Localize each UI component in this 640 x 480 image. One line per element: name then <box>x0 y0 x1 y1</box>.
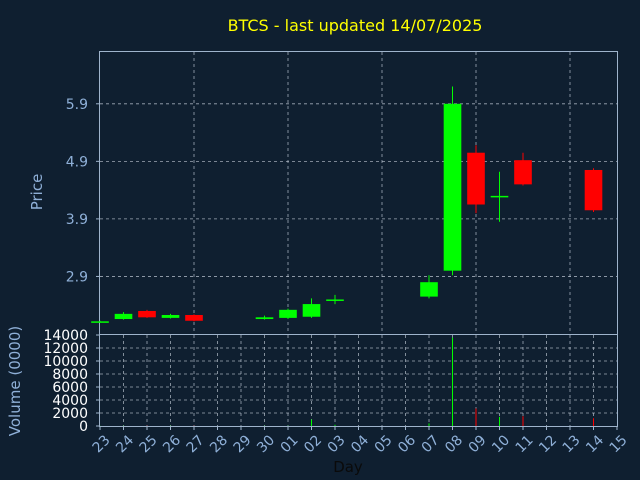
candle-body <box>138 310 156 318</box>
volume-tick-label: 6000 <box>52 380 88 396</box>
volume-tick-label: 0 <box>79 419 88 435</box>
candle-body <box>185 315 203 321</box>
candle-body <box>490 195 509 198</box>
x-tick-label: 12 <box>536 432 560 456</box>
x-tick-label: 03 <box>325 432 349 456</box>
volume-tick-label: 12000 <box>43 341 88 357</box>
x-tick-label: 10 <box>489 432 513 456</box>
x-tick-label: 25 <box>137 432 161 456</box>
x-tick-label: 07 <box>419 432 443 456</box>
x-tick-label: 11 <box>513 432 537 456</box>
x-tick-label: 09 <box>466 432 490 456</box>
volume-tick-label: 14000 <box>43 328 88 344</box>
x-tick-label: 05 <box>372 432 396 456</box>
candle-body <box>467 152 485 205</box>
x-tick-label: 24 <box>113 432 137 456</box>
x-tick-label: 08 <box>442 432 466 456</box>
x-tick-label: 23 <box>90 432 114 456</box>
candle-body <box>326 299 344 301</box>
price-panel-frame <box>99 51 618 335</box>
candle-body <box>114 313 133 320</box>
candle-body <box>255 317 274 320</box>
volume-grid <box>100 335 617 426</box>
candle-body <box>584 169 603 211</box>
price-tick-labels: 5.9 4.9 3.9 2.9 <box>66 97 100 285</box>
x-tick-label: 15 <box>607 432 631 456</box>
x-tick-labels: 23 24 25 26 27 28 29 30 01 02 03 04 05 06 07 08 09 10 11 12… <box>90 426 631 456</box>
candle-body <box>443 103 462 271</box>
x-tick-label: 30 <box>254 432 278 456</box>
volume-tick-label: 8000 <box>52 367 88 383</box>
price-tick-label: 3.9 <box>66 212 88 228</box>
candle-body <box>279 309 297 318</box>
candles <box>91 86 603 323</box>
price-tick-label: 2.9 <box>66 269 88 285</box>
x-tick-label: 02 <box>301 432 325 456</box>
price-tick-label: 4.9 <box>66 154 88 170</box>
price-grid <box>100 52 617 334</box>
candle-body <box>514 160 532 185</box>
x-tick-label: 04 <box>348 432 372 456</box>
volume-tick-label: 4000 <box>52 393 88 409</box>
volume-axis-label: Volume (0000) <box>6 326 24 436</box>
x-tick-label: 01 <box>278 432 302 456</box>
x-tick-label: 06 <box>395 432 419 456</box>
candle-body <box>302 304 321 317</box>
volume-tick-label: 10000 <box>43 354 88 370</box>
chart-title: BTCS - last updated 14/07/2025 <box>228 16 483 35</box>
volume-tick-label: 2000 <box>52 406 88 422</box>
x-axis-label: Day <box>333 458 363 476</box>
x-tick-label: 26 <box>160 432 184 456</box>
volume-bars <box>99 337 594 426</box>
candle-body <box>420 282 438 297</box>
x-tick-label: 14 <box>583 432 607 456</box>
x-tick-label: 27 <box>184 432 208 456</box>
x-tick-label: 29 <box>231 432 255 456</box>
candle-body <box>91 321 109 323</box>
candle-body <box>161 315 180 318</box>
price-tick-label: 5.9 <box>66 97 88 113</box>
x-tick-label: 13 <box>560 432 584 456</box>
x-tick-label: 28 <box>207 432 231 456</box>
price-axis-label: Price <box>28 174 46 211</box>
